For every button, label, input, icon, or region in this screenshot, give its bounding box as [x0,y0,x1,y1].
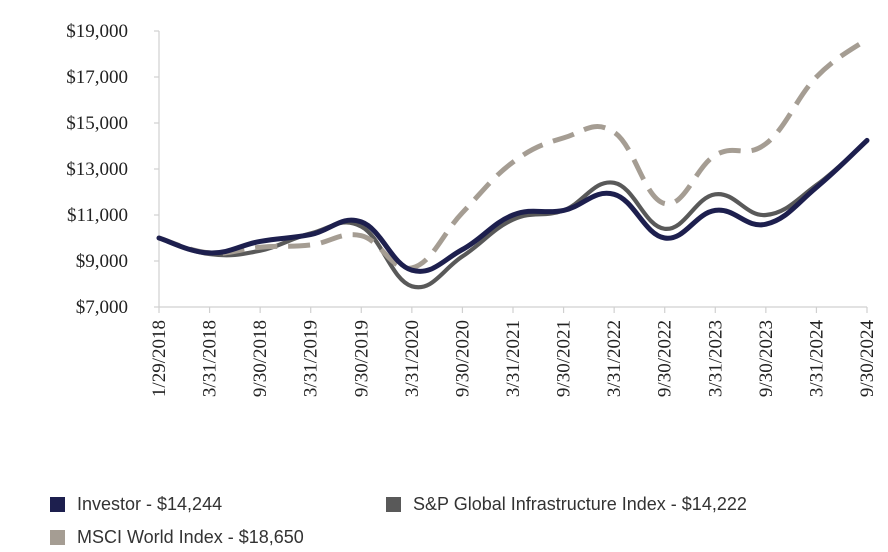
x-axis: 1/29/2018 3/31/2018 9/30/2018 3/31/2019 9/30… [149,306,878,398]
x-tick-label: 9/30/2024 [857,320,878,398]
x-tick-label: 3/31/2018 [200,320,221,397]
x-tick-label: 3/31/2022 [604,320,625,397]
series-line-investor [156,137,870,274]
x-tick-label: 9/30/2023 [756,320,777,397]
x-tick-label: 9/30/2018 [250,320,271,397]
series-layer [156,37,870,290]
x-tick-label: 9/30/2022 [655,320,676,397]
x-tick-label: 9/30/2020 [452,320,473,397]
x-tick-label: 9/30/2021 [554,320,575,397]
legend-label-sp-global-infrastructure: S&P Global Infrastructure Index - $14,22… [413,494,747,514]
x-tick-label: 9/30/2019 [351,320,372,397]
legend-item-investor: Investor - $14,244 [50,494,222,515]
series-line-msci-world-index [158,37,869,271]
y-tick-label: $13,000 [66,159,128,180]
legend-item-msci-world: MSCI World Index - $18,650 [50,527,304,548]
x-tick-label: 3/31/2024 [806,320,827,398]
y-axis: $7,000 $9,000 $11,000 $13,000 $15,000 $17,000… [66,21,160,318]
series-line-s-p-global-infrastructure-index [156,138,870,290]
x-tick-label: 3/31/2019 [301,320,322,397]
y-tick-label: $7,000 [76,297,128,318]
y-tick-label: $11,000 [67,205,128,226]
x-tick-label: 3/31/2023 [705,320,726,397]
legend-swatch-msci-world [50,530,65,545]
y-tick-label: $19,000 [66,21,128,42]
legend-label-msci-world: MSCI World Index - $18,650 [77,527,304,547]
legend-swatch-sp-global-infrastructure [386,497,401,512]
x-tick-label: 3/31/2020 [402,320,423,397]
legend-swatch-investor [50,497,65,512]
y-tick-label: $15,000 [66,113,128,134]
legend-label-investor: Investor - $14,244 [77,494,223,514]
x-tick-label: 3/31/2021 [503,320,524,397]
y-tick-label: $17,000 [66,67,128,88]
x-tick-label: 1/29/2018 [149,320,170,397]
legend-item-sp-global-infrastructure: S&P Global Infrastructure Index - $14,22… [386,494,747,515]
y-tick-label: $9,000 [76,251,128,272]
